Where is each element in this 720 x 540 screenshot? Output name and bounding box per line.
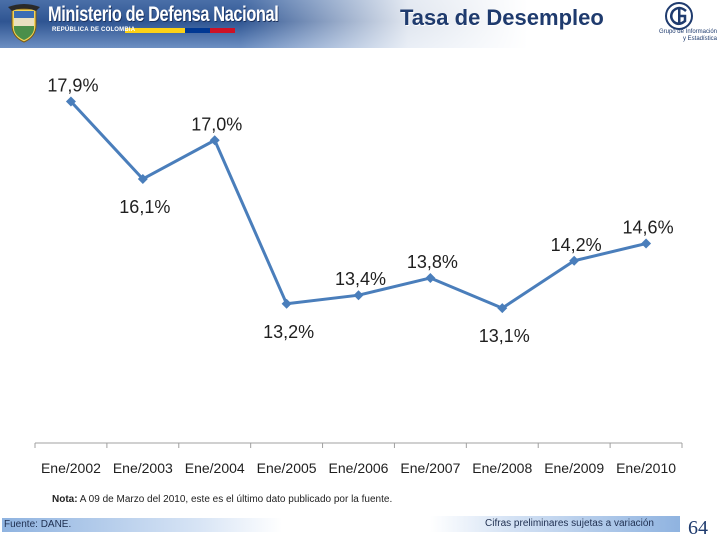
data-label: 14,6% [623,218,674,238]
x-tick-label: Ene/2002 [41,460,101,476]
flag-stripe-red [210,28,235,33]
flag-stripe-blue [185,28,210,33]
data-point-marker [425,272,436,283]
logo-caption: Grupo de Información y Estadística [641,29,717,43]
logo-caption-line2: y Estadística [682,36,717,42]
footnote: Nota: A 09 de Marzo del 2010, este es el… [52,494,392,505]
data-label: 14,2% [551,235,602,255]
source-label: Fuente: DANE. [4,519,72,530]
data-point-marker [65,96,76,107]
data-label: 17,9% [47,76,98,96]
x-tick-label: Ene/2006 [329,460,389,476]
data-label: 13,8% [407,252,458,272]
data-point-marker [569,255,580,266]
x-tick-label: Ene/2009 [544,460,604,476]
data-point-marker [641,238,652,249]
data-point-marker [281,298,292,309]
data-label: 13,4% [335,269,386,289]
flag-stripe-yellow [125,28,185,33]
footer-disclaimer-bar: Cifras preliminares sujetas a variación [430,516,680,532]
gie-logo-icon [665,2,693,30]
data-point-marker [497,303,508,314]
x-tick-label: Ene/2003 [113,460,173,476]
data-label: 13,1% [479,326,530,346]
data-point-marker [137,173,148,184]
footnote-prefix: Nota: [52,494,78,505]
x-tick-label: Ene/2010 [616,460,676,476]
disclaimer-label: Cifras preliminares sujetas a variación [485,518,654,529]
logo-caption-line1: Grupo de Información [658,29,717,35]
header-bar: Ministerio de Defensa Nacional REPÚBLICA… [0,0,720,48]
unemployment-line-chart: 17,9% 16,1% 17,0% 13,2% 13,4% 13,8% 13,1% 14,2%… [34,76,683,476]
x-tick-label: Ene/2005 [257,460,317,476]
data-point-marker [353,290,364,301]
x-tick-label: Ene/2007 [400,460,460,476]
data-point-marker [209,135,220,146]
data-label: 13,2% [263,322,314,342]
ministry-title: Ministerio de Defensa Nacional [48,3,279,26]
footnote-text: A 09 de Marzo del 2010, este es el últim… [77,494,393,505]
footer-source-bar: Fuente: DANE. [2,518,282,532]
x-tick-label: Ene/2008 [472,460,532,476]
page-number: 64 [688,517,708,539]
coat-of-arms-icon [8,4,40,43]
header-fade [240,0,720,48]
data-label: 17,0% [191,114,242,134]
ministry-subtitle: REPÚBLICA DE COLOMBIA [52,27,136,33]
slide-title: Tasa de Desempleo [400,5,604,30]
x-tick-label: Ene/2004 [185,460,245,476]
data-label: 16,1% [119,197,170,217]
